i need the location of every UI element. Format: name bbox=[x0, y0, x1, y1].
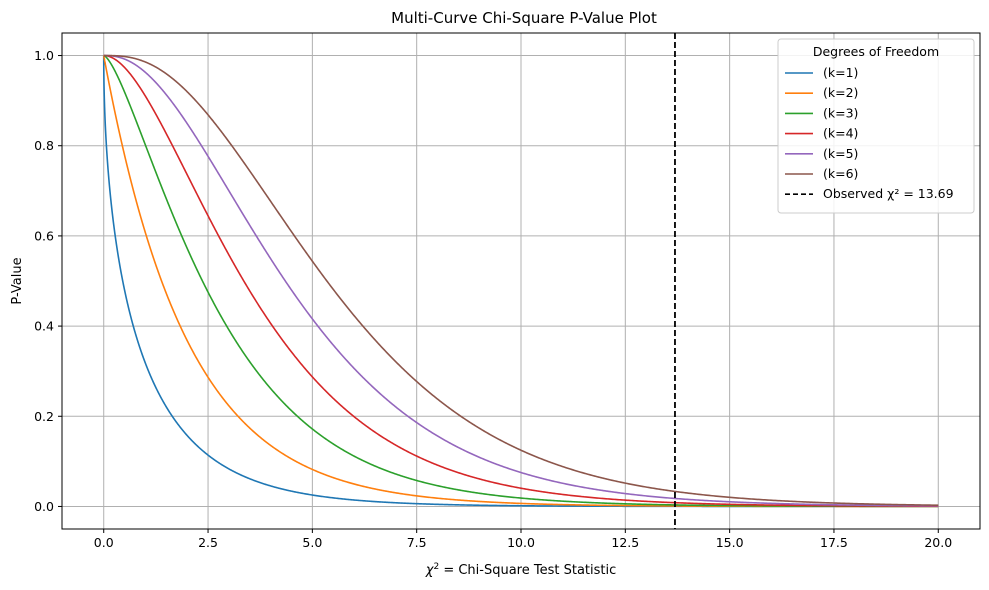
x-tick-label: 12.5 bbox=[611, 535, 639, 550]
x-tick-label: 20.0 bbox=[924, 535, 952, 550]
x-axis-label-rest: = Chi-Square Test Statistic bbox=[439, 563, 616, 578]
y-tick-label: 1.0 bbox=[34, 48, 54, 63]
legend-label-k4: (k=4) bbox=[823, 126, 858, 141]
series-line-k2 bbox=[102, 54, 939, 508]
legend-box bbox=[777, 38, 975, 214]
chart-title: Multi-Curve Chi-Square P-Value Plot bbox=[391, 9, 657, 27]
legend-label-k3: (k=3) bbox=[823, 105, 858, 120]
series-line-k3 bbox=[102, 54, 939, 508]
y-tick-label: 0.0 bbox=[34, 499, 54, 514]
x-tick-label: 10.0 bbox=[507, 535, 535, 550]
x-axis-ticks: 0.0 2.5 5.0 7.5 10.0 12.5 15.0 17.5 20.0 bbox=[94, 529, 952, 550]
legend-label-k5: (k=5) bbox=[823, 146, 858, 161]
x-axis-label-sup: 2 bbox=[433, 562, 439, 572]
y-tick-label: 0.4 bbox=[34, 319, 54, 334]
y-tick-label: 0.6 bbox=[34, 228, 54, 243]
x-tick-label: 17.5 bbox=[820, 535, 848, 550]
x-tick-label: 5.0 bbox=[302, 535, 322, 550]
x-axis-label-chi: χ bbox=[425, 563, 435, 578]
legend-title: Degrees of Freedom bbox=[813, 44, 939, 59]
series-line-k6 bbox=[102, 54, 939, 507]
legend-label-k2: (k=2) bbox=[823, 85, 858, 100]
series-line-k5 bbox=[102, 54, 939, 507]
legend: Degrees of Freedom (k=1)(k=2)(k=3)(k=4)(… bbox=[777, 38, 975, 214]
series-line-k4 bbox=[102, 54, 939, 508]
y-tick-label: 0.8 bbox=[34, 138, 54, 153]
y-axis-label: P-Value bbox=[10, 257, 25, 304]
x-tick-label: 7.5 bbox=[407, 535, 427, 550]
y-tick-label: 0.2 bbox=[34, 409, 54, 424]
x-tick-label: 0.0 bbox=[94, 535, 114, 550]
curves bbox=[102, 54, 939, 508]
legend-label-k6: (k=6) bbox=[823, 166, 858, 181]
x-tick-label: 15.0 bbox=[716, 535, 744, 550]
legend-items: (k=1) (k=2) (k=3) (k=4) (k=5) (k=6) Observed χ… bbox=[785, 65, 954, 201]
x-axis-label: χ2 = Chi-Square Test Statistic bbox=[425, 562, 617, 578]
y-axis-ticks: 0.0 0.2 0.4 0.6 0.8 1.0 bbox=[34, 48, 62, 514]
legend-label-k1: (k=1) bbox=[823, 65, 858, 80]
legend-label-observed: Observed χ² = 13.69 bbox=[823, 186, 954, 201]
x-tick-label: 2.5 bbox=[198, 535, 218, 550]
